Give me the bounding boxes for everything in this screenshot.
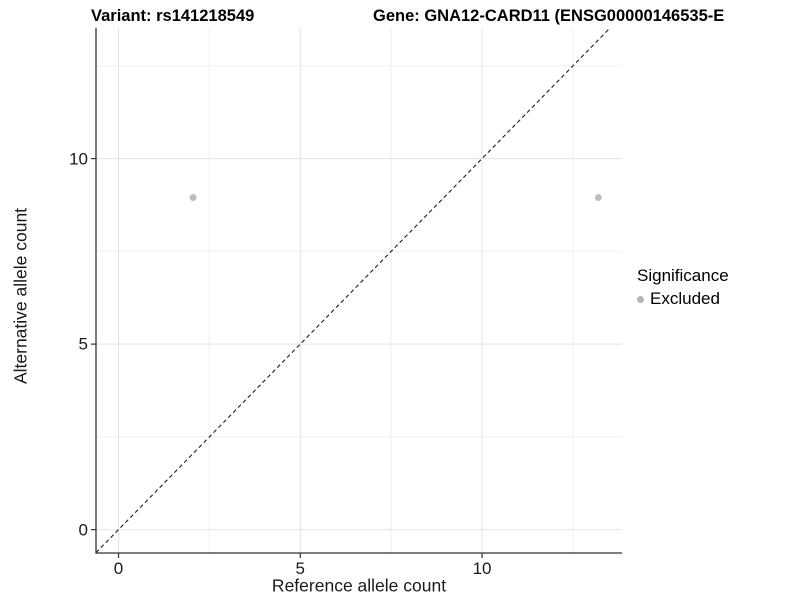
legend: Significance Excluded bbox=[637, 266, 729, 309]
y-axis-label: Alternative allele count bbox=[10, 207, 31, 385]
identity-line bbox=[95, 27, 611, 554]
x-tick-label: 10 bbox=[472, 559, 492, 578]
legend-item-label: Excluded bbox=[650, 289, 720, 308]
y-tick-label: 0 bbox=[78, 520, 88, 540]
y-tick-label: 5 bbox=[78, 334, 88, 354]
y-tick-label: 10 bbox=[69, 149, 88, 169]
legend-item-excluded: Excluded bbox=[637, 289, 729, 309]
x-tick-label: 5 bbox=[295, 559, 306, 578]
data-point bbox=[594, 194, 602, 201]
x-axis-label: Reference allele count bbox=[271, 575, 447, 596]
legend-point-icon bbox=[637, 295, 644, 303]
data-point bbox=[189, 194, 197, 201]
x-tick-label: 0 bbox=[113, 559, 124, 578]
variant-title: Variant: rs141218549 bbox=[91, 7, 255, 25]
legend-title: Significance bbox=[637, 266, 729, 285]
gene-title: Gene: GNA12-CARD11 (ENSG00000146535-E bbox=[373, 7, 725, 25]
